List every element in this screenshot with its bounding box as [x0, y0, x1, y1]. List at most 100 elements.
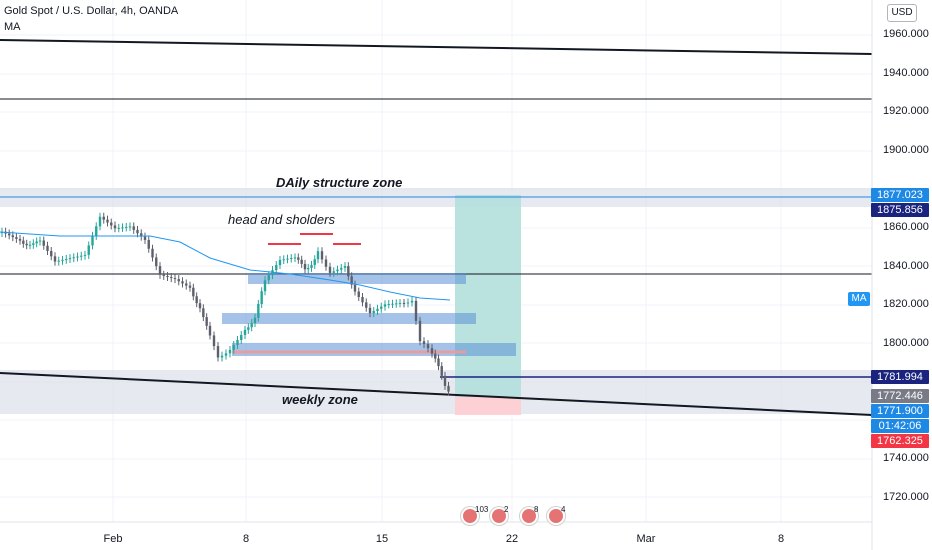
candle-body	[443, 375, 447, 386]
candle-body	[275, 265, 278, 271]
candle-body	[430, 348, 434, 354]
candle-body	[437, 358, 440, 367]
candle-body	[398, 302, 402, 304]
candle-body	[136, 229, 139, 234]
price-tick: 1840.000	[883, 260, 929, 272]
candle-body	[42, 240, 45, 246]
currency-button[interactable]: USD	[887, 4, 917, 22]
position-profit-area[interactable]	[455, 195, 521, 397]
candle-body	[320, 251, 324, 260]
candle-body	[328, 266, 332, 273]
candle-body	[340, 267, 343, 270]
time-tick: Feb	[103, 533, 123, 545]
candle-body	[132, 226, 135, 230]
indicator-legend[interactable]: MA	[4, 21, 21, 33]
candle-body	[143, 236, 147, 240]
candle-body	[202, 308, 205, 318]
price-tag: 1875.856	[871, 203, 929, 217]
symbol-title[interactable]: Gold Spot / U.S. Dollar, 4h, OANDA	[4, 5, 179, 17]
price-tag: 1762.325	[871, 434, 929, 448]
candle-body	[263, 280, 267, 292]
ma-label-tag[interactable]: MA	[848, 292, 870, 306]
candle-body	[236, 339, 239, 345]
candle-body	[267, 275, 270, 281]
candle-body	[336, 269, 339, 272]
candle-body	[410, 300, 414, 303]
candle-body	[243, 329, 247, 335]
supply-rect-2[interactable]	[222, 313, 476, 324]
grid	[0, 0, 872, 522]
candle-body	[15, 237, 18, 239]
position-loss-area[interactable]	[455, 397, 521, 415]
candle-body	[11, 235, 14, 238]
us-flag-icon	[520, 507, 538, 525]
candle-body	[343, 266, 347, 268]
candle-body	[224, 353, 228, 356]
candle-body	[440, 366, 443, 376]
time-tick: 8	[777, 533, 785, 545]
candle-body	[286, 258, 289, 260]
candle-body	[57, 260, 60, 262]
candle-body	[188, 285, 192, 288]
candle-body	[158, 266, 162, 275]
candle-body	[247, 327, 250, 330]
candle-body	[80, 255, 83, 257]
us-flag-icon	[547, 507, 565, 525]
candle-body	[91, 235, 94, 246]
price-tick: 1900.000	[883, 144, 929, 156]
head-shoulders-label[interactable]: head and sholders	[228, 212, 335, 227]
weekly-zone-label[interactable]: weekly zone	[282, 392, 358, 407]
candle-body	[35, 241, 38, 244]
candle-body	[250, 323, 253, 328]
candle-body	[414, 300, 418, 321]
candle-body	[220, 355, 224, 358]
daily-zone-label[interactable]: DAily structure zone	[276, 175, 403, 190]
supply-rect-1[interactable]	[248, 273, 466, 284]
candle-body	[83, 254, 87, 256]
supply-rect-3[interactable]	[232, 343, 516, 356]
candle-body	[46, 245, 49, 251]
event-count: 8	[534, 505, 539, 514]
candle-body	[357, 291, 360, 297]
candle-body	[253, 317, 257, 324]
candle-body	[173, 278, 177, 280]
candle-body	[28, 244, 32, 246]
candle-body	[110, 222, 113, 226]
candle-body	[147, 239, 150, 249]
candle-body	[350, 276, 353, 285]
candle-body	[125, 226, 128, 228]
candle-body	[155, 257, 158, 267]
candle-body	[434, 353, 437, 359]
candle-body	[300, 259, 303, 264]
candle-body	[303, 263, 307, 270]
candle-body	[307, 267, 310, 270]
candle-body	[376, 308, 379, 311]
candle-body	[324, 259, 328, 267]
candle-body	[38, 240, 42, 242]
candle-body	[181, 281, 184, 284]
candle-body	[192, 287, 195, 297]
event-count: 2	[504, 505, 509, 514]
price-tag: 1771.900	[871, 404, 929, 418]
lower-trend-line[interactable]	[0, 372, 873, 416]
candle-body	[391, 303, 394, 305]
price-tick: 1820.000	[883, 298, 929, 310]
candle-body	[278, 260, 282, 266]
candle-body	[140, 233, 143, 237]
candle-body	[121, 227, 124, 229]
upper-trend-line[interactable]	[0, 39, 873, 55]
candle-body	[260, 291, 263, 304]
candle-body	[106, 219, 109, 223]
time-tick: 15	[375, 533, 389, 545]
candle-body	[282, 259, 285, 261]
candle-body	[297, 257, 300, 260]
event-count: 103	[475, 505, 489, 514]
candle-body	[195, 296, 198, 304]
candle-body	[162, 274, 165, 276]
candle-body	[185, 283, 188, 286]
candle-body	[228, 349, 232, 354]
candle-body	[117, 227, 120, 229]
countdown-tag: 01:42:06	[871, 419, 929, 433]
candle-body	[170, 277, 173, 279]
